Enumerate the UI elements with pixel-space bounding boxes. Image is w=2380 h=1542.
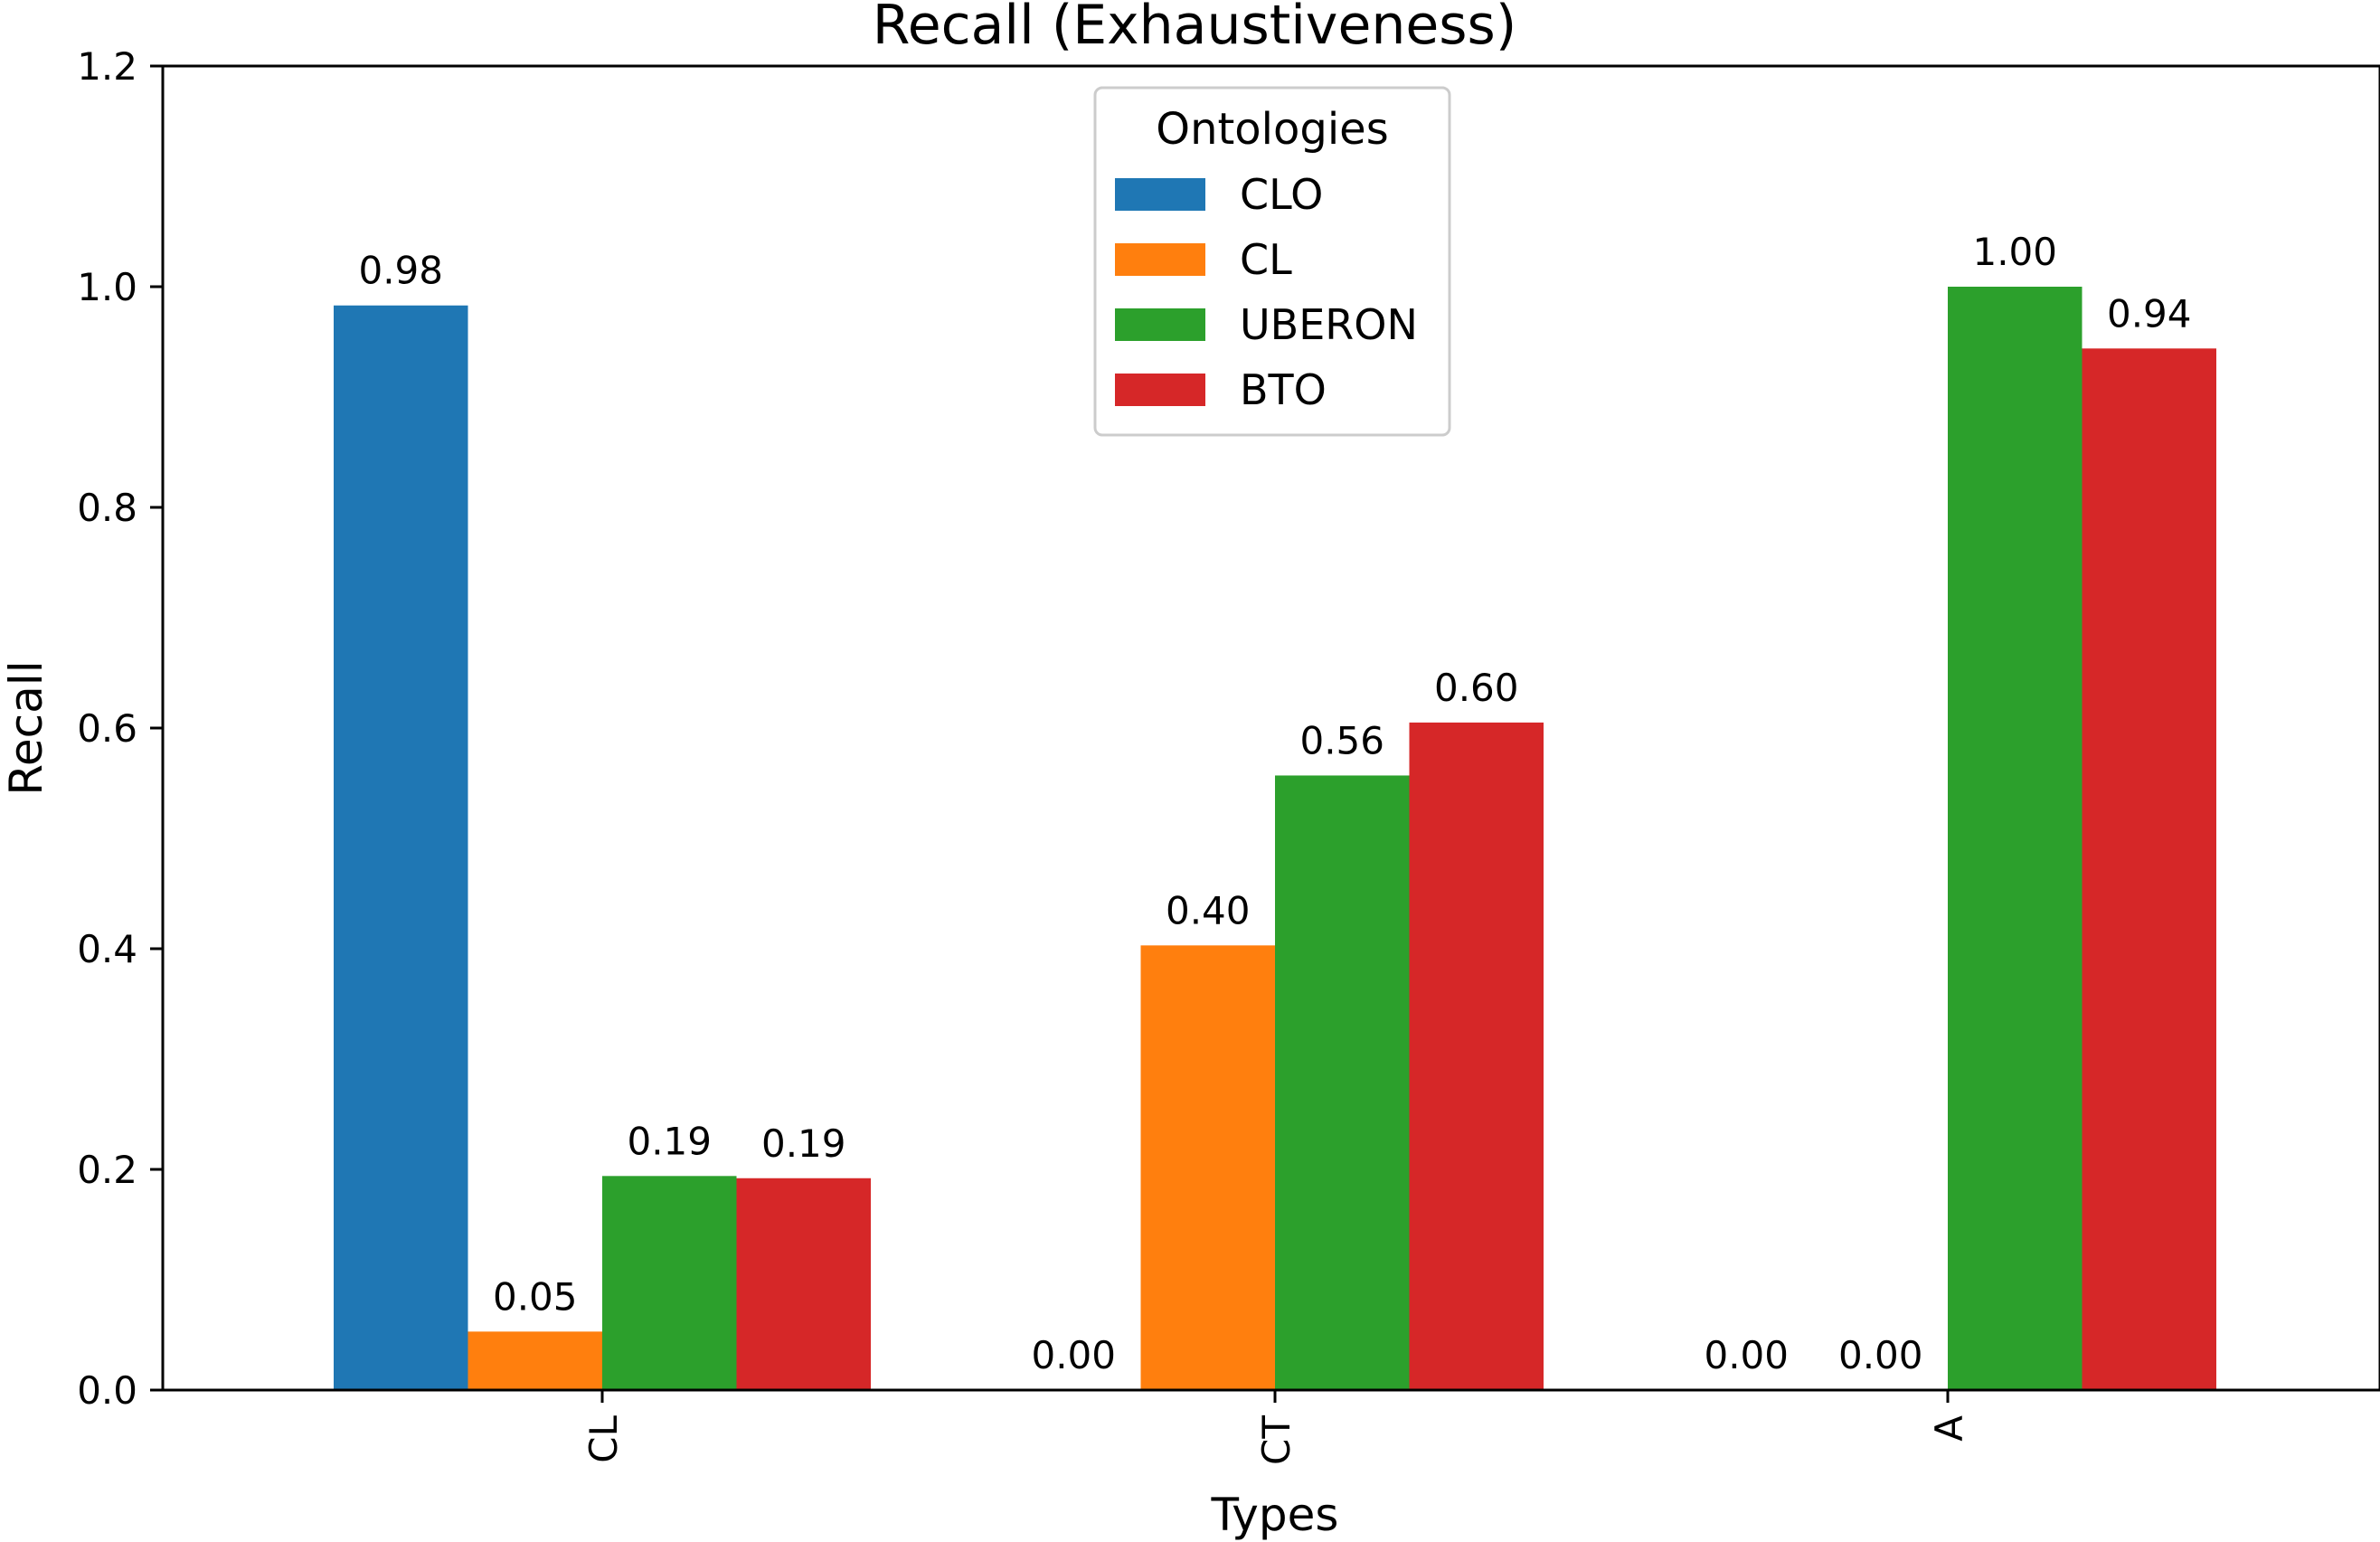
x-tick-label-cl: CL	[581, 1414, 626, 1462]
y-tick-label: 1.0	[77, 265, 137, 309]
y-axis: 0.0 0.2 0.4 0.6 0.8 1.0 1.2	[77, 44, 163, 1413]
bar-cl-ct	[1140, 945, 1275, 1390]
data-label-cl-cl: 0.05	[493, 1274, 578, 1319]
legend-label-clo: CLO	[1240, 170, 1323, 219]
bar-bto-ct	[1409, 722, 1544, 1390]
data-label-uberon-cl: 0.19	[627, 1119, 712, 1163]
data-label-bto-ct: 0.60	[1434, 666, 1519, 710]
legend-label-bto: BTO	[1240, 365, 1327, 414]
data-label-clo-cl: 0.98	[358, 249, 443, 293]
bars-layer	[334, 287, 2216, 1390]
data-label-cl-ct: 0.40	[1166, 888, 1251, 932]
y-axis-title: Recall	[0, 660, 52, 795]
y-tick-label: 0.0	[77, 1368, 137, 1413]
data-label-cl-a: 0.00	[1838, 1333, 1923, 1377]
legend-entries: CLO CL UBERON BTO	[1115, 170, 1418, 414]
data-label-clo-ct: 0.00	[1031, 1333, 1116, 1377]
y-tick-label: 0.6	[77, 706, 137, 751]
data-label-clo-a: 0.00	[1704, 1333, 1789, 1377]
bar-clo-cl	[334, 305, 468, 1390]
legend-swatch-cl	[1115, 243, 1205, 276]
x-axis-title: Types	[1211, 1489, 1339, 1541]
legend: Ontologies CLO CL UBERON BTO	[1093, 86, 1451, 437]
y-tick-label: 1.2	[77, 44, 137, 89]
x-tick-label-a: A	[1927, 1415, 1971, 1442]
data-labels-layer: 0.98 0.00 0.00 0.05 0.40 0.00 0.19 0.56 1.00 0.19…	[358, 230, 2191, 1377]
x-tick-label-ct: CT	[1254, 1415, 1299, 1465]
bar-bto-a	[2082, 348, 2216, 1390]
bar-cl-cl	[468, 1331, 602, 1390]
legend-label-uberon: UBERON	[1240, 300, 1418, 349]
chart-title: Recall (Exhaustiveness)	[873, 0, 1516, 57]
legend-swatch-bto	[1115, 374, 1205, 406]
x-axis: CL CT A	[581, 1390, 1971, 1465]
legend-swatch-clo	[1115, 178, 1205, 211]
y-tick-label: 0.8	[77, 486, 137, 530]
legend-label-cl: CL	[1240, 235, 1292, 284]
bar-uberon-cl	[602, 1176, 737, 1390]
bar-uberon-a	[1948, 287, 2082, 1390]
y-tick-label: 0.4	[77, 927, 137, 971]
bar-bto-cl	[736, 1178, 871, 1390]
y-tick-label: 0.2	[77, 1148, 137, 1192]
bar-uberon-ct	[1275, 775, 1410, 1390]
data-label-bto-cl: 0.19	[761, 1121, 846, 1166]
data-label-bto-a: 0.94	[2107, 291, 2192, 336]
data-label-uberon-a: 1.00	[1972, 230, 2057, 274]
legend-swatch-uberon	[1115, 308, 1205, 341]
legend-box	[1093, 86, 1451, 437]
legend-title: Ontologies	[1156, 104, 1388, 155]
data-label-uberon-ct: 0.56	[1299, 718, 1384, 762]
